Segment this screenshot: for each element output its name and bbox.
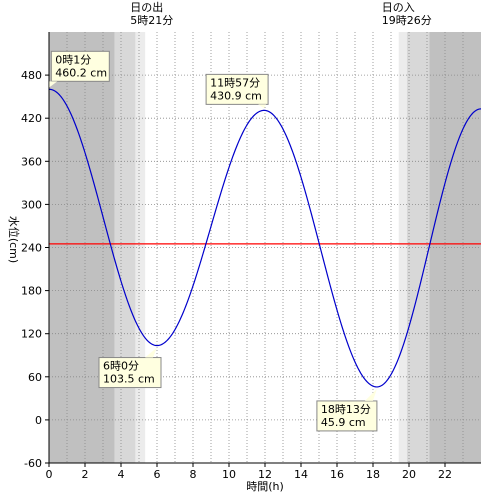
y-tick-label: 360 (21, 155, 42, 168)
sun-times: 日の出 5時21分 日の入 19時26分 (130, 0, 431, 27)
x-tick-label: 6 (154, 468, 161, 481)
tide-curve (48, 88, 482, 388)
y-tick-label: 180 (21, 285, 42, 298)
y-tick-label: 300 (21, 198, 42, 211)
y-tick-label: 120 (21, 328, 42, 341)
x-tick-label: 12 (258, 468, 272, 481)
x-tick-label: 18 (366, 468, 380, 481)
x-tick-labels: 0 2 4 6 8 10 12 14 16 18 20 22 (46, 468, 453, 481)
callout-box (50, 50, 110, 82)
plot-frame (45, 32, 481, 467)
callout-box (316, 400, 378, 432)
twilight-band (114, 32, 136, 463)
callout-pointer (258, 104, 267, 109)
extremum-level: 103.5 cm (103, 373, 155, 386)
extremum-time: 11時57分 (210, 76, 260, 89)
y-tick-label: -60 (24, 457, 42, 470)
extremum-level: 430.9 cm (210, 89, 262, 102)
x-tick-label: 20 (402, 468, 416, 481)
sunset-title: 日の入 (382, 1, 415, 14)
extremum-time: 18時13分 (321, 403, 371, 416)
x-tick-label: 10 (222, 468, 236, 481)
y-tick-label: 0 (35, 414, 42, 427)
callout-pointer (49, 81, 58, 88)
sunset-time: 19時26分 (382, 14, 432, 27)
sunrise-title: 日の出 (130, 0, 163, 14)
x-tick-label: 0 (46, 468, 53, 481)
night-band (429, 32, 481, 463)
x-tick-label: 16 (330, 468, 344, 481)
callout-box (98, 357, 162, 389)
x-tick-label: 14 (294, 468, 308, 481)
x-tick-label: 22 (438, 468, 452, 481)
x-tick-label: 8 (190, 468, 197, 481)
y-tick-label: 240 (21, 242, 42, 255)
x-axis-label: 時間(h) (246, 480, 284, 493)
twilight-band (398, 32, 407, 463)
extremum-time: 6時0分 (103, 360, 139, 373)
callout-pointer (145, 347, 157, 358)
x-tick-label: 4 (118, 468, 125, 481)
extremum-level: 460.2 cm (55, 66, 107, 79)
callout-box (205, 73, 269, 105)
y-tick-label: 480 (21, 69, 42, 82)
y-tick-labels: -60 0 60 120 180 240 300 360 420 480 (21, 69, 42, 470)
extremum-level: 45.9 cm (321, 416, 366, 429)
y-tick-label: 60 (28, 371, 42, 384)
callout-pointer (364, 388, 377, 401)
y-tick-label: 420 (21, 112, 42, 125)
extremum-time: 0時1分 (55, 53, 91, 66)
sunrise-time: 5時21分 (130, 14, 173, 27)
x-tick-label: 2 (82, 468, 89, 481)
y-axis-label: 水位(cm) (7, 216, 21, 263)
twilight-band (135, 32, 146, 463)
day-band (145, 32, 399, 463)
